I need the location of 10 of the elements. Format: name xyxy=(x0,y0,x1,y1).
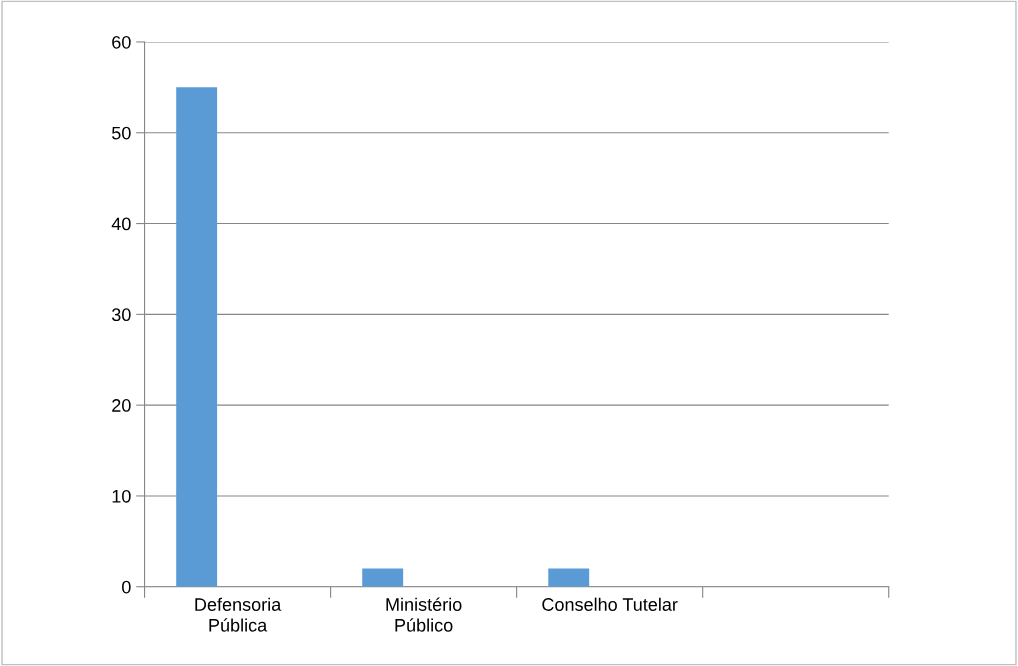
y-tick-label: 0 xyxy=(122,580,131,594)
y-tick-label: 20 xyxy=(112,399,131,412)
y-tick-label: 40 xyxy=(111,217,131,231)
y-tick-label: 60 xyxy=(112,35,131,49)
x-tick-label: Ministério Público xyxy=(386,597,462,632)
x-tick-label: Conselho Tutelar xyxy=(542,597,678,611)
y-tick-label: 50 xyxy=(112,126,131,140)
y-tick-label: 10 xyxy=(112,489,131,503)
x-tick-label: Defensoria Pública xyxy=(195,597,282,632)
y-tick-label: 30 xyxy=(111,308,131,322)
